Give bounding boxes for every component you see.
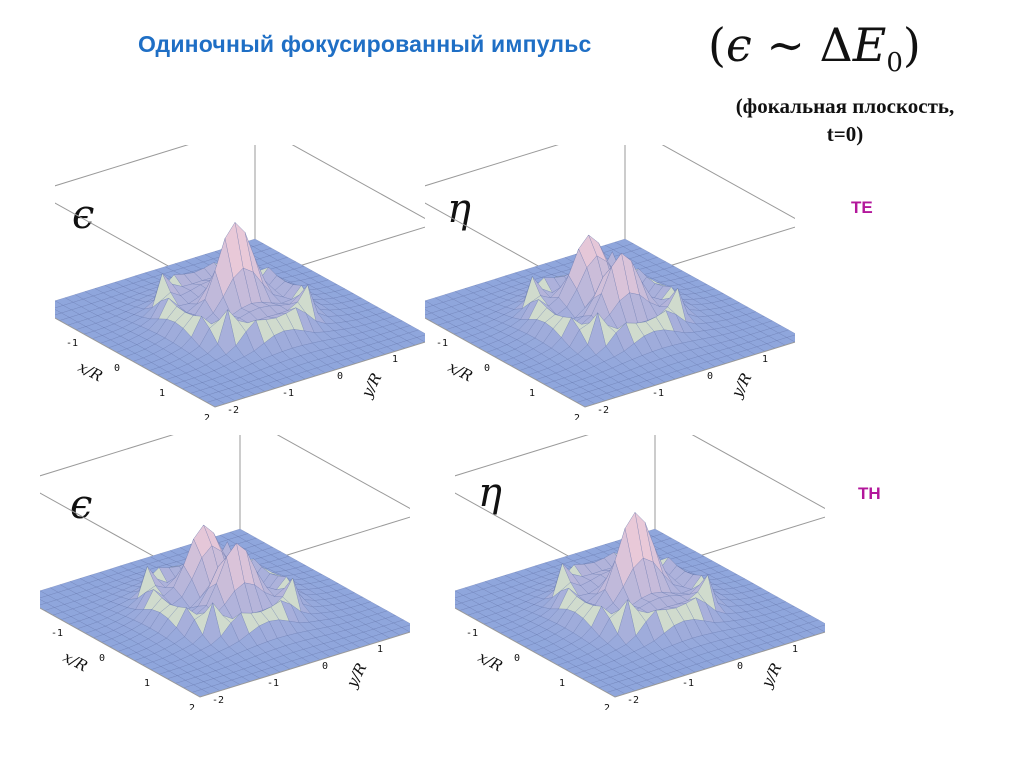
plot-th-eta-x-tick: 0 xyxy=(514,653,520,664)
plot-th-eta-x-tick: 1 xyxy=(559,678,565,689)
formula-e: E xyxy=(852,18,887,72)
plot-th-eta-surface xyxy=(455,511,825,698)
plot-te-epsilon-surface xyxy=(55,221,425,408)
formula-delta: Δ xyxy=(819,18,853,72)
caption-line-1: (фокальная плоскость, xyxy=(735,94,955,118)
plot-te-eta-y-tick: 1 xyxy=(762,354,768,365)
plot-th-eta-y-tick: -1 xyxy=(682,678,694,689)
plot-th-eta-y-tick: 1 xyxy=(792,644,798,655)
plot-th-epsilon-x-label: x/R xyxy=(60,648,90,676)
slide-title: Одиночный фокусированный импульс xyxy=(138,31,592,57)
plot-th-epsilon-surface xyxy=(40,524,410,698)
plot-th-eta-x-tick: -1 xyxy=(466,628,478,639)
plot-th-epsilon-y-tick: -1 xyxy=(267,678,279,689)
plot-te-eta-front-edges xyxy=(425,317,795,408)
plot-te-eta-y-tick: 0 xyxy=(707,371,713,382)
plot-te-eta-x-tick: 1 xyxy=(529,388,535,399)
plot-th-eta-y-tick: -2 xyxy=(627,695,639,706)
plot-te-eta-x-tick: 0 xyxy=(484,363,490,374)
plot-te-epsilon-x-tick: 0 xyxy=(114,363,120,374)
plot-te-epsilon-x-tick: 1 xyxy=(159,388,165,399)
plot-th-eta: 0.040.020-2-1012210-1-2x/Ry/R xyxy=(455,435,825,710)
plot-th-eta-front-edges xyxy=(455,607,825,698)
plot-th-epsilon-x-tick: 0 xyxy=(99,653,105,664)
plot-te-epsilon-x-tick: -1 xyxy=(66,338,78,349)
mode-label-th: TH xyxy=(858,484,881,503)
plot-te-eta-y-tick: -2 xyxy=(597,405,609,416)
plot-th-epsilon-x-tick: -1 xyxy=(51,628,63,639)
plot-th-epsilon-y-tick: -2 xyxy=(212,695,224,706)
plot-th-epsilon: 0.040.020-2-1012210-1-2x/Ry/R xyxy=(40,435,410,710)
plot-te-eta-x-tick: -1 xyxy=(436,338,448,349)
plot-th-epsilon-x-tick: 2 xyxy=(189,703,195,710)
plot-te-epsilon-y-tick: -1 xyxy=(282,388,294,399)
focal-plane-caption: (фокальная плоскость, t=0) xyxy=(700,92,990,148)
caption-line-2: t=0) xyxy=(826,122,864,146)
plot-te-eta-y-label: y/R xyxy=(727,370,755,401)
plot-symbol-th-eta: η xyxy=(478,470,502,516)
plot-te-epsilon-y-label: y/R xyxy=(357,370,385,401)
plot-te-epsilon: 0.040.020-2-1012210-1-2x/Ry/R xyxy=(55,145,425,420)
formula-epsilon: ϵ xyxy=(725,18,752,72)
plot-th-epsilon-y-tick: 0 xyxy=(322,661,328,672)
plot-th-epsilon-front-edges xyxy=(40,607,410,698)
plot-symbol-te-epsilon: ϵ xyxy=(72,192,95,238)
formula-open-paren: ( xyxy=(708,18,726,72)
formula-relation: ∼ xyxy=(766,18,805,72)
plot-te-eta: 0.040.020-2-1012210-1-2x/Ry/R xyxy=(425,145,795,420)
plot-th-eta-x-label: x/R xyxy=(475,648,505,676)
plot-te-eta-y-tick: -1 xyxy=(652,388,664,399)
plot-th-epsilon-y-label: y/R xyxy=(342,660,370,691)
plot-te-epsilon-y-tick: 1 xyxy=(392,354,398,365)
plot-te-eta-x-tick: 2 xyxy=(574,413,580,420)
plot-th-epsilon-x-tick: 1 xyxy=(144,678,150,689)
plot-te-eta-surface xyxy=(425,234,795,408)
plot-te-epsilon-x-tick: 2 xyxy=(204,413,210,420)
plot-te-epsilon-y-tick: -2 xyxy=(227,405,239,416)
plot-th-eta-y-tick: 0 xyxy=(737,661,743,672)
header-formula: (ϵ ∼ ΔE0) xyxy=(708,18,921,78)
plot-te-epsilon-x-label: x/R xyxy=(75,358,105,386)
plot-te-epsilon-front-edges xyxy=(55,317,425,408)
plot-te-epsilon-y-tick: 0 xyxy=(337,371,343,382)
formula-subscript: 0 xyxy=(886,48,903,78)
mode-label-te: TE xyxy=(851,198,873,217)
formula-close-paren: ) xyxy=(902,18,921,72)
plot-th-eta-y-label: y/R xyxy=(757,660,785,691)
plot-te-eta-x-label: x/R xyxy=(445,358,475,386)
plot-th-epsilon-y-tick: 1 xyxy=(377,644,383,655)
plot-symbol-th-epsilon: ϵ xyxy=(70,482,93,528)
plot-th-eta-x-tick: 2 xyxy=(604,703,610,710)
plot-symbol-te-eta: η xyxy=(447,186,471,232)
